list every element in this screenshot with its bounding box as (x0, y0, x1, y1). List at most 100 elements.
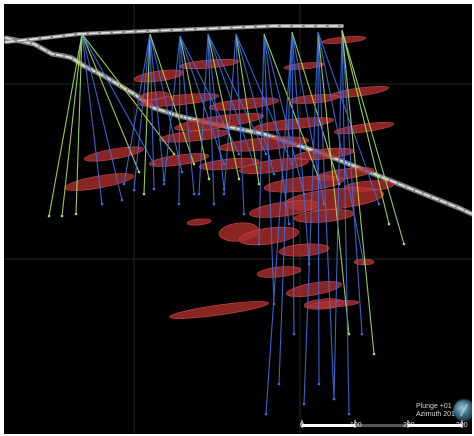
drillhole-trace (235, 33, 260, 185)
drillhole-trace (235, 33, 275, 175)
drillhole-trace (265, 31, 293, 415)
drillhole-trace (317, 31, 350, 335)
drillhole-end-marker (142, 192, 146, 196)
drillhole-trace (198, 33, 209, 195)
drillhole-end-marker (192, 192, 196, 196)
ore-lenses (64, 36, 395, 319)
drillhole-trace (341, 29, 350, 415)
drillhole-end-marker (264, 152, 268, 156)
drillhole-end-marker (317, 382, 321, 386)
drillhole-trace (81, 33, 155, 165)
drillhole-end-marker (237, 152, 241, 156)
drillholes (47, 29, 406, 416)
drillhole-trace (263, 33, 290, 225)
drillhole-trace (207, 33, 267, 155)
drillhole-end-marker (302, 402, 306, 406)
3d-viewport[interactable]: Plunge +01 Azimuth 201 0 100 200 300 (4, 4, 472, 434)
drillhole-trace (333, 29, 343, 400)
drillhole-end-marker (272, 172, 276, 176)
drillhole-end-marker (180, 170, 184, 174)
drillhole-trace (149, 33, 195, 165)
drillhole-trace (81, 33, 123, 201)
drillhole-end-marker (122, 182, 126, 186)
drillhole-end-marker (287, 222, 291, 226)
drillhole-end-marker (347, 412, 351, 416)
drillhole-trace (149, 33, 183, 173)
drillhole-trace (291, 31, 310, 265)
drillhole-end-marker (120, 198, 124, 202)
drillhole-end-marker (277, 382, 281, 386)
drillhole-end-marker (252, 162, 256, 166)
drillhole-trace (258, 33, 265, 245)
globe-orientation-icon[interactable] (454, 400, 472, 420)
drillhole-end-marker (172, 152, 176, 156)
drillhole-end-marker (257, 242, 261, 246)
drillhole-trace (263, 33, 305, 195)
drillhole-end-marker (222, 162, 226, 166)
drillhole-trace (143, 33, 151, 195)
drillhole-end-marker (137, 170, 141, 174)
drillhole-trace (278, 31, 293, 385)
drillhole-end-marker (162, 182, 166, 186)
drillhole-trace (81, 33, 175, 155)
drillhole-end-marker (332, 397, 336, 401)
drillhole-end-marker (152, 187, 156, 191)
drillhole-end-marker (192, 162, 196, 166)
ore-lens (253, 117, 335, 131)
drillhole-trace (207, 33, 240, 180)
drillhole-end-marker (322, 202, 326, 206)
drillhole-scene[interactable] (4, 4, 472, 434)
drillhole-trace (179, 35, 225, 165)
drillhole-end-marker (197, 192, 201, 196)
drillhole-end-marker (242, 212, 246, 216)
scale-bar (301, 420, 463, 428)
drillhole-end-marker (347, 332, 351, 336)
ore-lens (256, 266, 302, 278)
drillhole-end-marker (237, 177, 241, 181)
drillhole-end-marker (387, 222, 391, 226)
drillhole-trace (81, 33, 140, 173)
drillhole-trace (341, 29, 390, 225)
drillhole-trace (341, 29, 363, 335)
drillhole-trace (61, 33, 83, 217)
drillhole-trace (123, 33, 151, 185)
drillhole-end-marker (402, 242, 406, 246)
drillhole-trace (81, 33, 103, 205)
drillhole-end-marker (100, 202, 104, 206)
drillhole-trace (207, 33, 215, 205)
ore-lens (169, 301, 269, 319)
drillhole-end-marker (264, 412, 268, 416)
drillhole-end-marker (47, 214, 51, 218)
drillhole-end-marker (132, 188, 136, 192)
ore-lens (278, 243, 330, 257)
ore-lens (286, 281, 342, 297)
drillhole-trace (149, 33, 155, 190)
drillhole-trace (207, 33, 225, 190)
scale-tick-label: 100 (350, 422, 362, 429)
drillhole-trace (317, 31, 335, 400)
drillhole-trace (75, 33, 83, 215)
drillhole-trace (303, 31, 319, 405)
drillhole-trace (179, 35, 210, 180)
drillhole-trace (149, 33, 165, 181)
drillhole-end-marker (360, 332, 364, 336)
drillhole-trace (263, 33, 275, 305)
ore-lens (84, 146, 144, 162)
ore-lens (186, 218, 212, 226)
drillhole-trace (341, 29, 405, 245)
drillhole-trace (341, 29, 375, 355)
drillhole-end-marker (74, 212, 78, 216)
drillhole-trace (317, 31, 320, 385)
drillhole-end-marker (207, 177, 211, 181)
azimuth-readout: Azimuth 201 (416, 411, 455, 418)
drillhole-trace (263, 33, 320, 180)
drillhole-trace (317, 31, 380, 205)
drillhole-trace (223, 33, 237, 195)
drillhole-trace (179, 35, 195, 195)
drillhole-end-marker (292, 332, 296, 336)
ore-lens (174, 113, 264, 131)
drillhole-trace (133, 33, 151, 191)
drillhole-trace (178, 35, 181, 205)
drillhole-trace (48, 33, 83, 217)
drillhole-trace (235, 33, 293, 165)
